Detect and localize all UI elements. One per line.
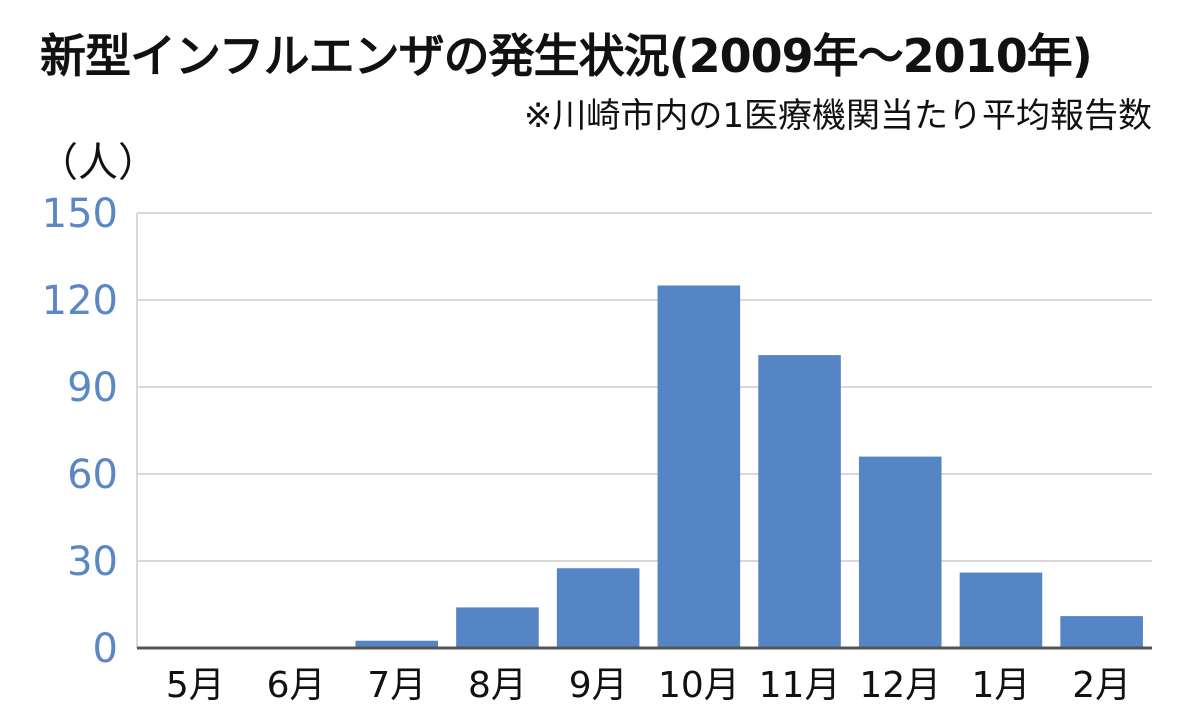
- x-tick-labels: 5月 6月 7月 8月 9月 10月 11月 12月 1月 2月: [166, 665, 1131, 706]
- x-tick-label: 1月: [971, 665, 1030, 706]
- x-tick-label: 12月: [859, 665, 941, 706]
- y-tick-label: 30: [67, 539, 118, 585]
- y-axis-unit-label: （人）: [38, 140, 158, 186]
- bar-7月: [355, 640, 439, 648]
- x-tick-label: 8月: [468, 665, 527, 706]
- bars: [154, 285, 1143, 648]
- y-tick-label: 150: [42, 191, 118, 237]
- y-tick-label: 90: [67, 365, 118, 411]
- chart-subtitle: ※川崎市内の1医療機関当たり平均報告数: [523, 96, 1152, 136]
- bar-2月: [1060, 616, 1143, 648]
- bar-8月: [456, 607, 539, 648]
- bar-11月: [758, 355, 841, 648]
- x-tick-label: 11月: [759, 665, 841, 706]
- axes: [136, 213, 1152, 650]
- bar-9月: [556, 568, 640, 648]
- x-tick-label: 9月: [569, 665, 628, 706]
- bar-1月: [959, 572, 1043, 648]
- y-tick-labels: 0 30 60 90 120 150: [42, 191, 118, 672]
- x-tick-label: 7月: [367, 665, 426, 706]
- x-tick-label: 10月: [658, 665, 740, 706]
- y-tick-label: 0: [93, 626, 118, 672]
- x-tick-label: 5月: [166, 665, 225, 706]
- x-tick-label: 2月: [1072, 665, 1131, 706]
- y-tick-label: 120: [42, 278, 118, 324]
- chart-title: 新型インフルエンザの発生状況(2009年〜2010年): [40, 29, 1093, 83]
- bar-12月: [858, 456, 942, 648]
- bar-10月: [657, 285, 741, 648]
- y-tick-label: 60: [67, 452, 118, 498]
- x-tick-label: 6月: [267, 665, 326, 706]
- grid-lines: [137, 212, 1152, 562]
